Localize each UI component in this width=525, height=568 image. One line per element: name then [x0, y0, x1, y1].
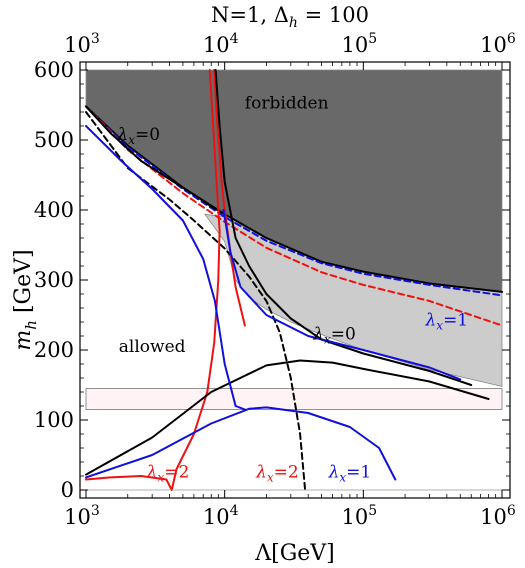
series-line-6	[213, 69, 246, 327]
x-axis-title: Λ[GeV]	[254, 541, 335, 566]
series-line-7	[214, 69, 473, 386]
series-line-5	[85, 69, 221, 491]
x-tick-label-bottom: 106	[480, 503, 516, 529]
lambda-label: λx=1	[328, 462, 372, 484]
x-tick-label-top: 103	[64, 31, 100, 57]
chart-title: N=1, Δh = 100	[211, 3, 369, 31]
y-tick-label: 100	[34, 408, 74, 432]
x-tick-label-top: 105	[342, 31, 378, 57]
lambda-label: λx=1	[425, 311, 469, 333]
y-tick-label: 400	[34, 198, 74, 222]
region-label-forbidden: forbidden	[245, 94, 329, 114]
x-tick-label-top: 106	[480, 31, 516, 57]
series-line-1	[85, 105, 503, 297]
series-line-10	[85, 406, 397, 481]
series-lines	[85, 69, 503, 491]
series-line-0	[85, 105, 503, 293]
axis-ticks: 103 103 104 104 105 105 106 106 0 100 200 300 400 500…	[34, 31, 516, 529]
x-tick-label-bottom: 105	[342, 503, 378, 529]
y-tick-label: 600	[34, 58, 74, 82]
x-tick-label-top: 104	[203, 31, 239, 57]
y-axis-title: mh [GeV]	[11, 249, 40, 350]
series-line-11	[85, 125, 246, 411]
lambda-label: λx=0	[312, 325, 356, 347]
lambda-label: λx=0	[116, 125, 160, 147]
x-tick-label-bottom: 103	[64, 503, 100, 529]
series-line-3	[85, 105, 226, 216]
y-tick-label: 0	[61, 478, 74, 502]
y-tick-label: 200	[34, 338, 74, 362]
lambda-label: λx=2	[255, 462, 299, 484]
annotations: forbidden allowed λx=0 λx=0 λx=1 λx=2 λx=2 λx=1	[116, 94, 468, 485]
lambda-label: λx=2	[146, 462, 190, 484]
y-tick-label: 300	[34, 268, 74, 292]
series-line-9	[85, 359, 490, 476]
series-line-4	[85, 111, 307, 491]
region-label-allowed: allowed	[119, 337, 186, 357]
x-tick-label-bottom: 104	[203, 503, 239, 529]
series-line-8	[222, 209, 462, 381]
y-tick-label: 500	[34, 128, 74, 152]
